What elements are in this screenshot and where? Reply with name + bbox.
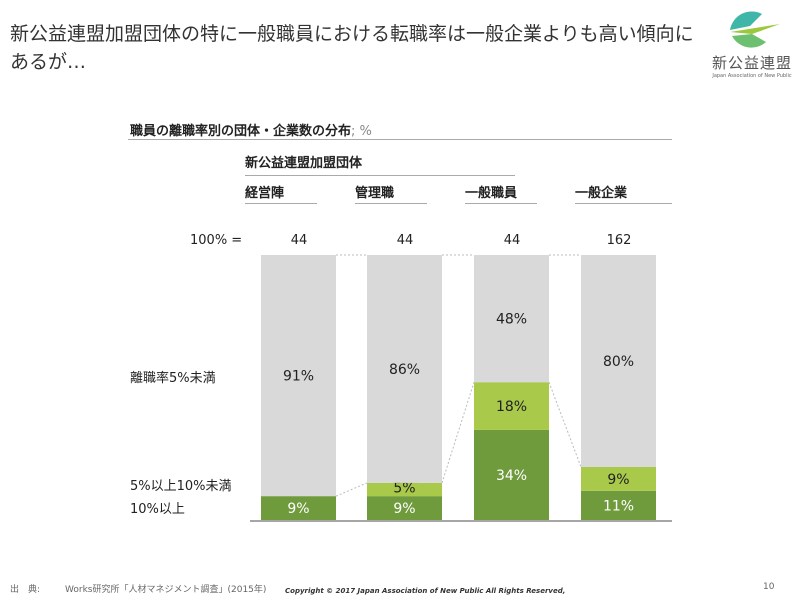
- logo-mark-icon: [730, 11, 780, 48]
- bar-segment: [367, 496, 442, 520]
- divider: [465, 203, 537, 204]
- copyright: Copyright © 2017 Japan Association of Ne…: [285, 587, 566, 595]
- total-prefix: 100% =: [190, 233, 243, 248]
- logo-text: 新公益連盟: [712, 54, 793, 72]
- slide-title: 新公益連盟加盟団体の特に一般職員における転職率は一般企業よりも高い傾向にあるが…: [10, 23, 694, 73]
- connector-line: [441, 382, 475, 484]
- data-label: 9%: [607, 472, 629, 488]
- data-label: 5%: [393, 481, 415, 497]
- chart-title: 職員の離職率別の団体・企業数の分布; %: [130, 120, 372, 139]
- data-label: 34%: [496, 468, 527, 484]
- data-label: 9%: [287, 501, 309, 517]
- logo: 新公益連盟 Japan Association of New Public: [712, 10, 792, 79]
- category-label: 経営陣: [245, 186, 285, 201]
- divider: [355, 203, 427, 204]
- page-number: 10: [763, 582, 775, 592]
- divider: [245, 203, 317, 204]
- connector-line: [335, 482, 368, 497]
- data-label: 86%: [389, 362, 420, 378]
- source-text: Works研究所「人材マネジメント調査」(2015年): [65, 585, 267, 595]
- legend-label: 10%以上: [130, 502, 185, 517]
- connector-line: [548, 382, 582, 468]
- bar-segment: [581, 255, 656, 467]
- bar-segment: [474, 255, 549, 383]
- chart-unit: ; %: [351, 124, 372, 139]
- bar-segment: [261, 496, 336, 520]
- chart-title-text: 職員の離職率別の団体・企業数の分布: [130, 124, 352, 139]
- logo-subtext: Japan Association of New Public: [712, 73, 792, 79]
- bar-segment: [261, 255, 336, 497]
- total-label: 44: [396, 233, 414, 248]
- divider: [575, 203, 672, 204]
- data-label: 80%: [603, 354, 634, 370]
- data-label: 91%: [283, 369, 314, 385]
- source-label: 出 典:: [10, 585, 41, 595]
- total-label: 44: [290, 233, 308, 248]
- bar-segment: [581, 490, 656, 520]
- data-label: 18%: [496, 399, 527, 415]
- bar-segment: [367, 255, 442, 483]
- divider: [128, 139, 672, 140]
- legend-label: 離職率5%未満: [130, 371, 216, 386]
- group-label: 新公益連盟加盟団体: [245, 156, 363, 171]
- category-label: 一般職員: [465, 186, 518, 201]
- data-label: 11%: [603, 498, 634, 514]
- category-label: 管理職: [355, 186, 395, 201]
- category-label: 一般企業: [575, 186, 628, 201]
- legend-label: 5%以上10%未満: [130, 479, 232, 494]
- divider: [245, 175, 515, 176]
- data-label: 48%: [496, 312, 527, 328]
- data-label: 9%: [393, 501, 415, 517]
- total-label: 44: [503, 233, 521, 248]
- bar-segment: [474, 429, 549, 520]
- bar-segment: [581, 467, 656, 491]
- total-label: 162: [606, 233, 632, 248]
- bar-segment: [474, 382, 549, 430]
